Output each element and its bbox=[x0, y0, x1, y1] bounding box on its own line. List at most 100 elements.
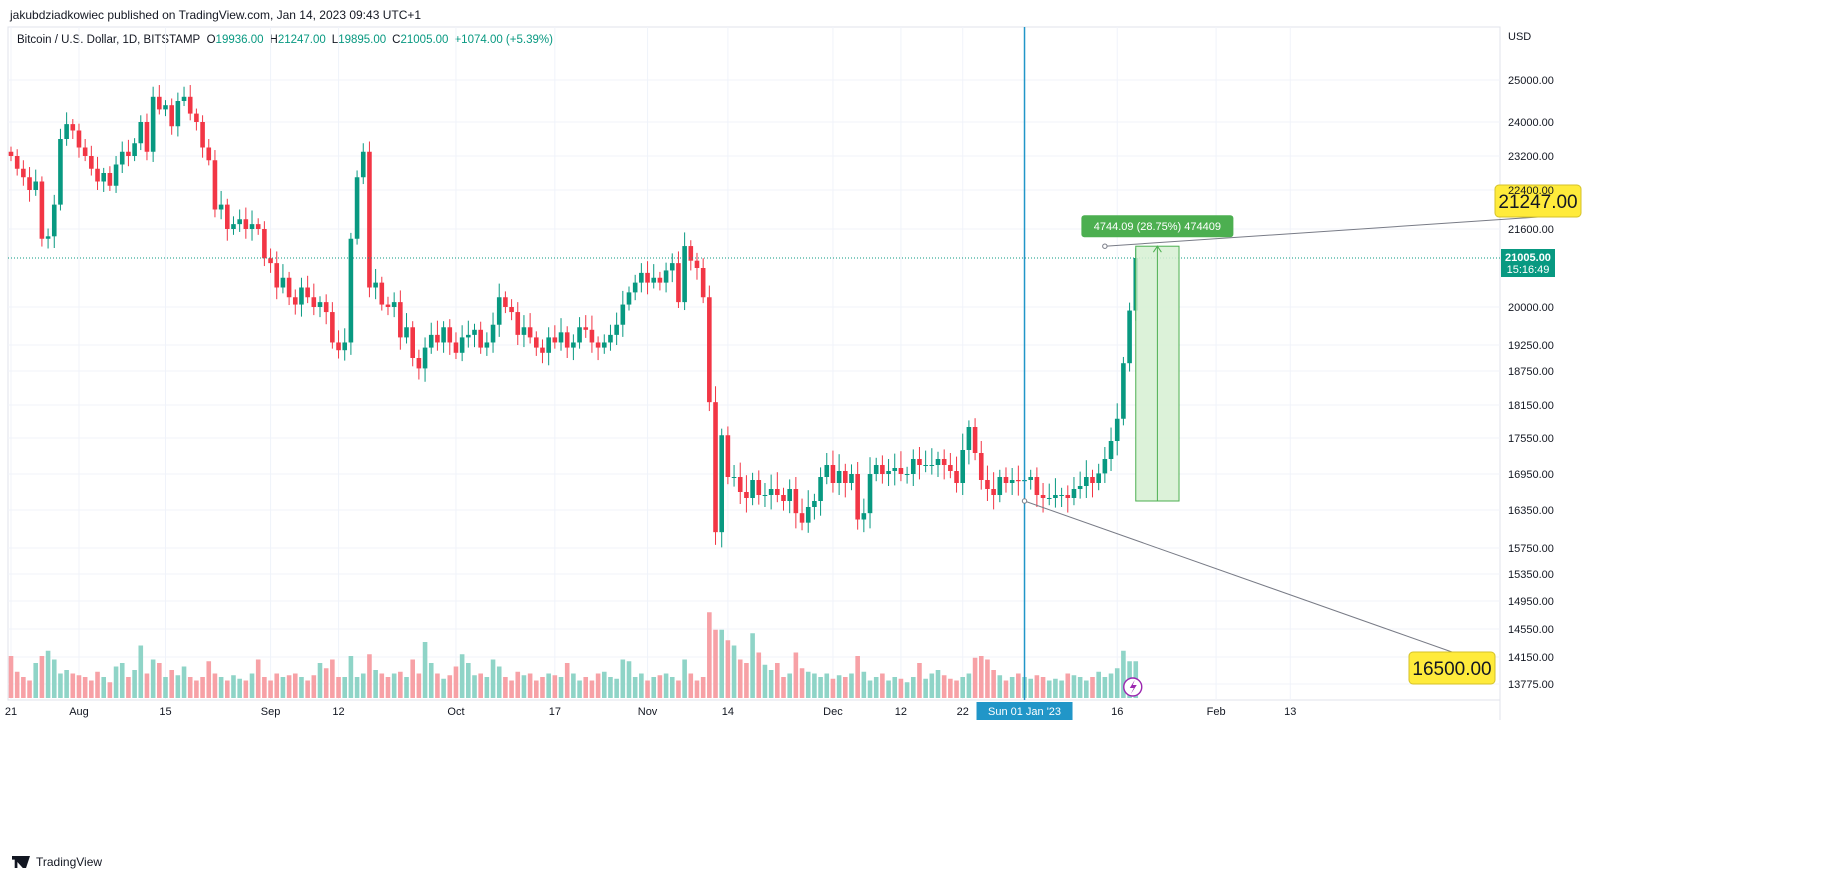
candle-body bbox=[632, 282, 638, 293]
volume-bar bbox=[1102, 677, 1108, 698]
volume-bar bbox=[626, 661, 632, 698]
candle-body bbox=[410, 327, 415, 358]
volume-bar bbox=[731, 645, 737, 698]
volume-bar bbox=[1040, 677, 1046, 698]
candle-body bbox=[744, 492, 749, 498]
candle-body bbox=[781, 495, 786, 501]
candle-body bbox=[27, 177, 32, 190]
volume-bar bbox=[595, 673, 601, 698]
candle-body bbox=[682, 246, 687, 303]
candle-body bbox=[799, 513, 805, 523]
candle-body bbox=[175, 101, 181, 127]
candle-body bbox=[552, 337, 558, 343]
volume-bar bbox=[280, 677, 286, 698]
volume-bar bbox=[781, 677, 786, 698]
volume-bar bbox=[910, 677, 916, 698]
candle-body bbox=[373, 282, 378, 288]
candle-body bbox=[1102, 459, 1108, 474]
volume-bar bbox=[367, 654, 372, 698]
callout-leader bbox=[1104, 216, 1539, 247]
volume-bar bbox=[70, 673, 76, 698]
volume-bar bbox=[404, 677, 409, 698]
candle-body bbox=[292, 297, 298, 305]
change-value: +1074.00 (+5.39%) bbox=[454, 34, 553, 46]
volume-bar bbox=[762, 664, 768, 698]
volume-bar bbox=[45, 650, 51, 698]
volume-bar bbox=[744, 663, 749, 698]
candle-body bbox=[527, 327, 533, 338]
x-tick-label: Dec bbox=[823, 706, 843, 718]
callout-label: 21247.00 bbox=[1498, 192, 1577, 213]
candle-body bbox=[873, 465, 879, 474]
lightning-bolt bbox=[1129, 680, 1137, 694]
candle-body bbox=[775, 489, 780, 495]
candle-body bbox=[472, 329, 477, 335]
x-tick-label: Sep bbox=[261, 706, 281, 718]
volume-bar bbox=[200, 677, 205, 698]
candle-body bbox=[243, 219, 249, 229]
volume-bar bbox=[867, 680, 873, 698]
volume-bar bbox=[1090, 677, 1095, 698]
candle-body bbox=[200, 122, 205, 148]
volume-bar bbox=[694, 680, 700, 698]
volume-bar bbox=[58, 673, 63, 698]
volume-bar bbox=[923, 678, 928, 698]
candle-body bbox=[787, 489, 792, 501]
candle-body bbox=[898, 468, 904, 474]
volume-bar bbox=[484, 677, 490, 698]
candle-body bbox=[509, 307, 514, 313]
volume-bar bbox=[682, 659, 687, 698]
volume-bar bbox=[948, 678, 953, 698]
volume-bar bbox=[546, 673, 551, 698]
volume-bar bbox=[138, 645, 144, 698]
candle-body bbox=[880, 465, 885, 474]
candle-body bbox=[614, 324, 619, 335]
volume-bar bbox=[33, 663, 39, 698]
volume-bar bbox=[21, 677, 26, 698]
candle-body bbox=[645, 272, 650, 283]
volume-bar bbox=[348, 656, 354, 698]
candle-body bbox=[404, 327, 409, 338]
volume-bar bbox=[805, 671, 811, 698]
candle-body bbox=[917, 459, 922, 465]
volume-bar bbox=[435, 673, 440, 698]
candle-body bbox=[342, 342, 348, 351]
volume-bar bbox=[243, 680, 249, 698]
candle-body bbox=[941, 459, 947, 465]
chart-grid bbox=[7, 26, 1501, 720]
candle-body bbox=[756, 480, 762, 495]
candle-body bbox=[972, 427, 978, 453]
volume-bar bbox=[76, 675, 82, 698]
volume-bar bbox=[305, 680, 310, 698]
candle-body bbox=[311, 297, 317, 307]
candle-body bbox=[651, 277, 657, 283]
volume-bar bbox=[391, 673, 397, 698]
candle-body bbox=[76, 130, 82, 148]
volume-bar bbox=[669, 677, 675, 698]
symbol-name[interactable]: Bitcoin / U.S. Dollar, 1D, BITSTAMP bbox=[17, 34, 201, 46]
volume-bar bbox=[935, 670, 941, 698]
x-tick-label: Feb bbox=[1207, 706, 1226, 718]
volume-bar bbox=[206, 661, 212, 698]
candle-body bbox=[595, 342, 601, 348]
candle-body bbox=[317, 302, 323, 307]
y-tick-label: 15350.00 bbox=[1508, 569, 1554, 581]
candle-body bbox=[138, 122, 144, 144]
volume-bar bbox=[608, 677, 613, 698]
candle-body bbox=[1065, 495, 1071, 498]
tradingview-logo-icon bbox=[12, 856, 30, 868]
volume-bar bbox=[311, 675, 317, 698]
candle-body bbox=[447, 327, 453, 343]
callout-box bbox=[1408, 651, 1496, 685]
volume-bar bbox=[422, 642, 428, 698]
candle-body bbox=[348, 238, 354, 343]
candle-body bbox=[1059, 495, 1064, 496]
candle-body bbox=[812, 501, 817, 507]
y-tick-label: 20000.00 bbox=[1508, 302, 1554, 314]
candle-body bbox=[515, 312, 521, 335]
candle-body bbox=[1028, 477, 1033, 480]
volume-bar bbox=[713, 629, 718, 698]
volume-bar bbox=[360, 673, 366, 698]
candle-body bbox=[51, 204, 57, 237]
